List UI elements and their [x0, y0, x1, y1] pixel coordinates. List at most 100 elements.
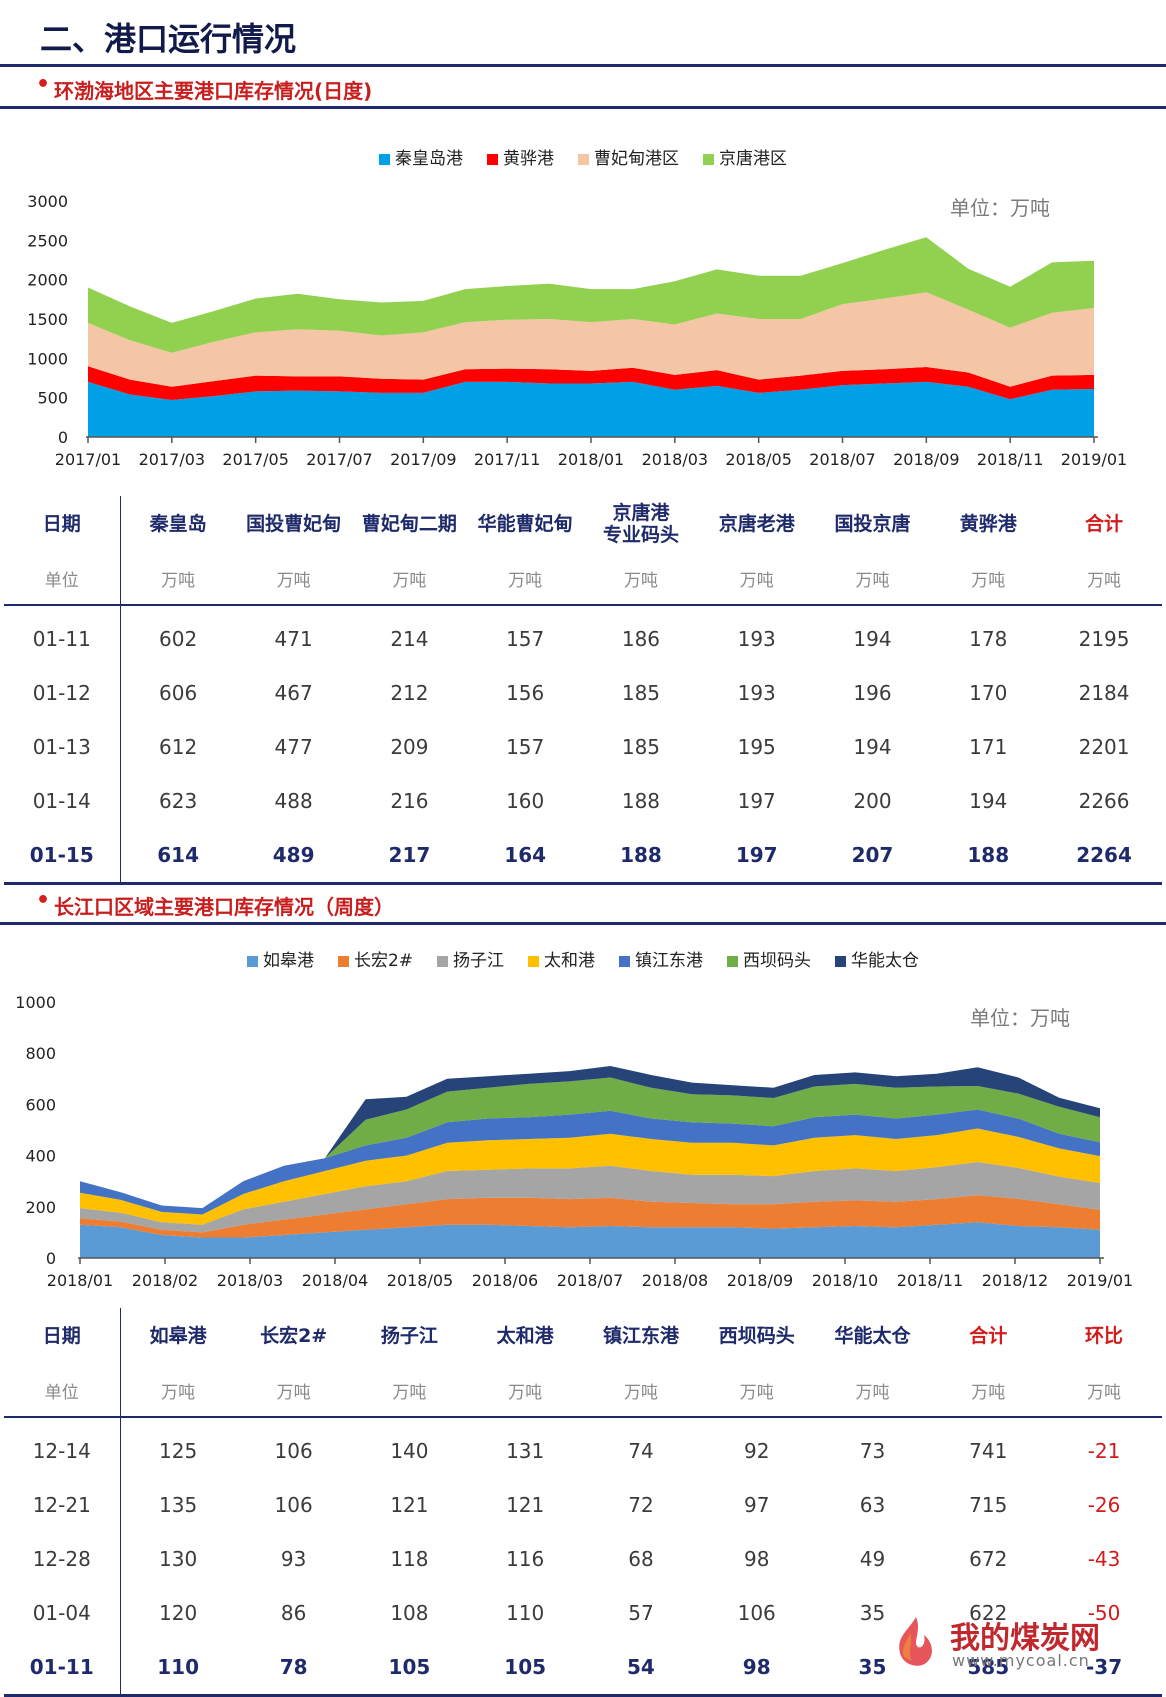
y-tick-label: 3000	[27, 192, 68, 211]
value-cell: 216	[390, 789, 429, 813]
column-header: 国投京唐	[834, 513, 911, 535]
value-cell: 2195	[1078, 627, 1130, 651]
date-cell: 12-28	[4, 1532, 121, 1586]
unit-cell: 万吨	[814, 1364, 931, 1418]
value-cell: 121	[506, 1493, 545, 1517]
value-cell: 606	[159, 681, 198, 705]
y-tick-label: 500	[37, 389, 68, 408]
legend-item: 太和港	[528, 946, 595, 971]
x-tick-label: 2018/11	[897, 1271, 963, 1290]
value-cell: 195	[737, 735, 776, 759]
value-cell: 164	[467, 828, 584, 885]
watermark-url: www.mycoal.cn	[952, 1651, 1090, 1670]
table-header-row: 日期 如皋港 长宏2# 扬子江 太和港 镇江东港 西坝码头 华能太仓 合计 环比	[4, 1308, 1162, 1364]
y-tick-label: 600	[25, 1095, 56, 1114]
value-cell: 2266	[1078, 789, 1130, 813]
x-tick-label: 2018/10	[812, 1271, 878, 1290]
x-tick-label: 2018/03	[642, 450, 708, 469]
legend-swatch	[487, 153, 498, 165]
value-cell: 207	[814, 828, 931, 885]
x-tick-label: 2018/08	[642, 1271, 708, 1290]
unit-cell: 万吨	[814, 552, 931, 606]
y-tick-label: 1000	[27, 349, 68, 368]
value-cell: 188	[621, 789, 661, 813]
chart-legend-yangtze: 如皋港 长宏2# 扬子江 太和港 镇江东港 西坝码头 华能太仓	[0, 946, 1166, 971]
value-cell: 623	[159, 789, 198, 813]
value-cell: 715	[969, 1493, 1008, 1517]
value-cell: 140	[390, 1439, 429, 1463]
column-header: 如皋港	[149, 1325, 207, 1347]
table-row: 12-21 135 106 121 121 72 97 63 715 -26	[4, 1478, 1162, 1532]
y-tick-label: 1000	[15, 993, 56, 1012]
y-tick-label: 2500	[27, 231, 68, 250]
x-tick-label: 2018/12	[982, 1271, 1048, 1290]
date-cell: 12-21	[4, 1478, 121, 1532]
legend-swatch	[528, 955, 540, 967]
x-tick-label: 2018/03	[217, 1271, 283, 1290]
value-cell: 170	[969, 681, 1008, 705]
chart-svg-yangtze: 0 200 400 600 800 1000 2018/01 2018/02 2018/03 20…	[15, 993, 1133, 1290]
column-header: 秦皇岛	[149, 513, 207, 535]
value-cell: 106	[737, 1601, 776, 1625]
legend-swatch	[703, 153, 714, 165]
x-tick-label: 2017/01	[55, 450, 121, 469]
area-series-3	[80, 1128, 1100, 1225]
flame-logo-icon	[899, 1617, 932, 1666]
value-cell: 93	[280, 1547, 307, 1571]
value-cell: 125	[159, 1439, 198, 1463]
value-cell: -26	[1087, 1493, 1121, 1517]
x-tick-label: 2018/04	[302, 1271, 368, 1290]
legend-swatch	[619, 955, 631, 967]
unit-cell: 万吨	[698, 1364, 815, 1418]
x-tick-label: 2018/02	[132, 1271, 198, 1290]
value-cell: 612	[159, 735, 198, 759]
unit-cell: 万吨	[235, 1364, 352, 1418]
y-tick-label: 2000	[27, 271, 68, 290]
date-cell: 01-11	[4, 1640, 121, 1697]
date-cell: 01-04	[4, 1586, 121, 1640]
unit-cell: 单位	[4, 552, 121, 606]
value-cell: 118	[390, 1547, 429, 1571]
legend-label: 曹妃甸港区	[594, 149, 679, 169]
value-cell: 54	[583, 1640, 699, 1697]
y-tick-label: 0	[46, 1249, 56, 1268]
value-cell: 68	[628, 1547, 654, 1571]
table-unit-row: 单位 万吨 万吨 万吨 万吨 万吨 万吨 万吨 万吨 万吨	[4, 1364, 1162, 1418]
x-tick-label: 2018/09	[893, 450, 959, 469]
unit-cell: 万吨	[467, 552, 584, 606]
date-cell: 01-15	[4, 828, 121, 885]
area-series-2	[80, 1162, 1100, 1233]
value-cell: 49	[859, 1547, 886, 1571]
legend-item: 华能太仓	[835, 946, 919, 971]
value-cell: 194	[853, 735, 892, 759]
value-cell: 741	[969, 1439, 1008, 1463]
legend-item: 黄骅港	[487, 144, 554, 169]
unit-cell: 万吨	[1046, 552, 1162, 606]
y-tick-label: 400	[25, 1147, 56, 1166]
value-cell: 106	[274, 1439, 313, 1463]
value-cell: 585	[930, 1640, 1047, 1697]
value-cell: 157	[506, 627, 545, 651]
value-cell: 197	[698, 828, 815, 885]
value-cell: 194	[853, 627, 892, 651]
section-header-yangtze: • 长江口区域主要港口库存情况（周度）	[0, 882, 1166, 925]
legend-item: 秦皇岛港	[379, 144, 463, 169]
value-cell: 63	[859, 1493, 886, 1517]
legend-label: 黄骅港	[503, 149, 554, 169]
legend-label: 如皋港	[262, 951, 314, 971]
value-cell: 116	[506, 1547, 545, 1571]
legend-label: 西坝码头	[743, 951, 812, 971]
legend-swatch	[727, 955, 739, 967]
column-header: 合计	[969, 1325, 1008, 1347]
value-cell: 193	[737, 627, 776, 651]
legend-swatch	[379, 153, 390, 165]
column-header: 扬子江	[380, 1325, 438, 1347]
value-cell: 200	[853, 789, 892, 813]
y-tick-label: 0	[58, 428, 68, 447]
table-row: 01-14 623 488 216 160 188 197 200 194 2266	[4, 774, 1162, 828]
y-tick-label: 1500	[27, 310, 68, 329]
value-cell: 193	[737, 681, 776, 705]
legend-label: 华能太仓	[851, 951, 920, 971]
bullet-icon: •	[36, 888, 51, 913]
value-cell: 471	[274, 627, 313, 651]
